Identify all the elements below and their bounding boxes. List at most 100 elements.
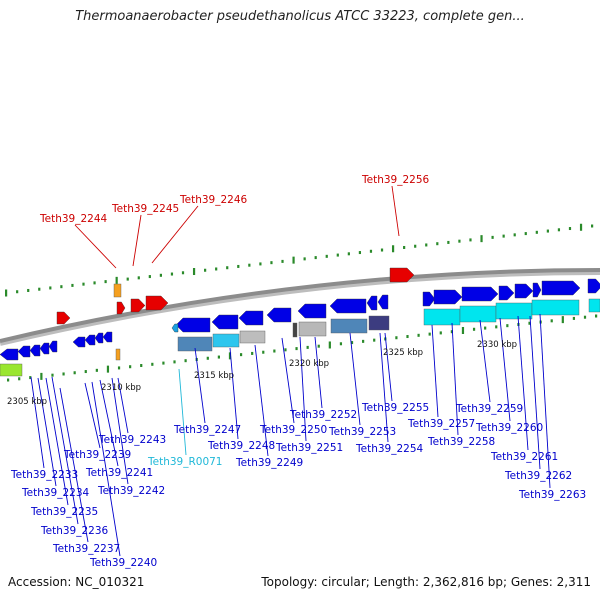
rna-block[interactable] [0,363,23,377]
gene-arrow[interactable] [587,278,600,294]
gene-arrow[interactable] [366,295,378,311]
gene-arrow[interactable] [84,334,96,346]
label-connector [74,224,117,269]
gene-arrow[interactable] [541,280,581,296]
gene-arrow[interactable] [329,298,367,314]
gene-label-selected[interactable]: Teth39_2246 [179,194,248,206]
gene-block[interactable] [298,321,327,337]
gene-label[interactable]: Teth39_2237 [52,543,120,555]
gene-block[interactable] [212,333,240,348]
gene-arrow[interactable] [266,307,292,323]
gene-label[interactable]: Teth39_2259 [455,403,523,415]
gc-mark [181,271,185,275]
gene-label[interactable]: Teth39_2236 [40,525,109,537]
gc-mark [237,264,240,268]
selected-gene[interactable] [130,298,146,313]
gene-arrow[interactable] [48,340,58,353]
gc-mark [447,240,450,244]
gene-label[interactable]: Teth39_2257 [407,418,475,430]
gene-label[interactable]: Teth39_2239 [63,449,131,461]
gene-arrow[interactable] [433,289,463,305]
gene-label-selected[interactable]: Teth39_2256 [361,174,430,186]
gc-mark [439,331,442,335]
rna-block[interactable] [423,308,461,326]
gene-block[interactable] [239,330,266,344]
gene-block[interactable] [292,322,298,338]
gene-arrow[interactable] [297,303,327,319]
gc-mark [506,324,509,328]
gene-arrow[interactable] [211,314,239,330]
gene-label[interactable]: Teth39_2235 [30,506,98,518]
gene-label[interactable]: Teth39_2249 [235,457,303,469]
gene-arrow[interactable] [461,286,499,302]
gc-mark [406,335,409,339]
gene-label[interactable]: Teth39_2262 [504,470,572,482]
gene-label[interactable]: Teth39_2258 [427,436,495,448]
gc-mark [425,243,428,247]
label-connector [91,381,121,557]
selected-gene[interactable] [56,311,71,325]
gene-arrow[interactable] [39,342,50,355]
gene-label[interactable]: Teth39_2255 [361,402,429,414]
gene-label[interactable]: Teth39_2242 [97,485,165,497]
label-connector [111,377,129,485]
selected-gene[interactable] [389,267,415,283]
gene-label-selected[interactable]: Teth39_2244 [39,213,108,225]
rna-block[interactable] [495,302,533,320]
small-feature[interactable] [115,348,121,361]
selected-gene[interactable] [116,301,126,315]
gene-arrow[interactable] [498,285,515,301]
gene-block[interactable] [368,315,390,331]
gc-mark [502,234,505,238]
gene-arrow[interactable] [422,291,436,307]
gene-label[interactable]: Teth39_2243 [98,434,166,446]
gene-label[interactable]: Teth39_2253 [328,426,396,438]
gene-label[interactable]: Teth39_2250 [259,424,327,436]
gene-arrow[interactable] [175,317,211,333]
gene-arrow[interactable] [532,282,542,298]
gene-label[interactable]: Teth39_2234 [21,487,90,499]
gene-label[interactable]: Teth39_2233 [10,469,78,481]
gc-mark [458,239,461,243]
gene-label-selected[interactable]: Teth39_2245 [111,203,179,215]
gene-label[interactable]: Teth39_2247 [173,424,241,436]
gene-label[interactable]: Teth39_2260 [475,422,543,434]
gc-mark [27,288,30,292]
gene-label[interactable]: Teth39_2263 [518,489,586,501]
gc-mark [71,283,74,287]
label-connector [349,332,361,426]
gc-mark [528,321,531,325]
gene-arrow[interactable] [377,294,389,310]
gene-arrow[interactable] [0,348,19,361]
gc-mark [568,227,572,231]
gene-label[interactable]: Teth39_2261 [490,451,558,463]
selected-gene[interactable] [145,295,169,311]
small-feature[interactable] [113,283,122,298]
rna-block[interactable] [588,298,600,313]
gene-label[interactable]: Teth39_2251 [275,442,343,454]
rna-label[interactable]: Teth39_R0071 [147,456,223,468]
gene-arrow[interactable] [72,336,86,348]
label-connector [37,377,57,487]
gene-label[interactable]: Teth39_2254 [355,443,424,455]
rna-arrow[interactable] [171,323,179,333]
gene-label[interactable]: Teth39_2240 [89,557,157,569]
gene-arrow[interactable] [514,283,534,299]
rna-block[interactable] [531,299,580,316]
gene-arrow[interactable] [94,332,104,344]
gene-arrow[interactable] [17,345,31,358]
gc-mark [170,272,174,276]
gene-label[interactable]: Teth39_2241 [85,467,153,479]
scale-tick-label: 2315 kbp [194,371,234,381]
gene-block[interactable] [330,318,368,334]
gc-mark [206,356,209,360]
gene-arrow[interactable] [238,310,264,326]
gene-arrow[interactable] [29,344,41,357]
gene-label[interactable]: Teth39_2248 [207,440,275,452]
gene-features [0,267,600,377]
gene-label[interactable]: Teth39_2252 [289,409,357,421]
label-connector [59,387,89,543]
gene-arrow[interactable] [102,331,113,343]
rna-block[interactable] [459,305,497,323]
